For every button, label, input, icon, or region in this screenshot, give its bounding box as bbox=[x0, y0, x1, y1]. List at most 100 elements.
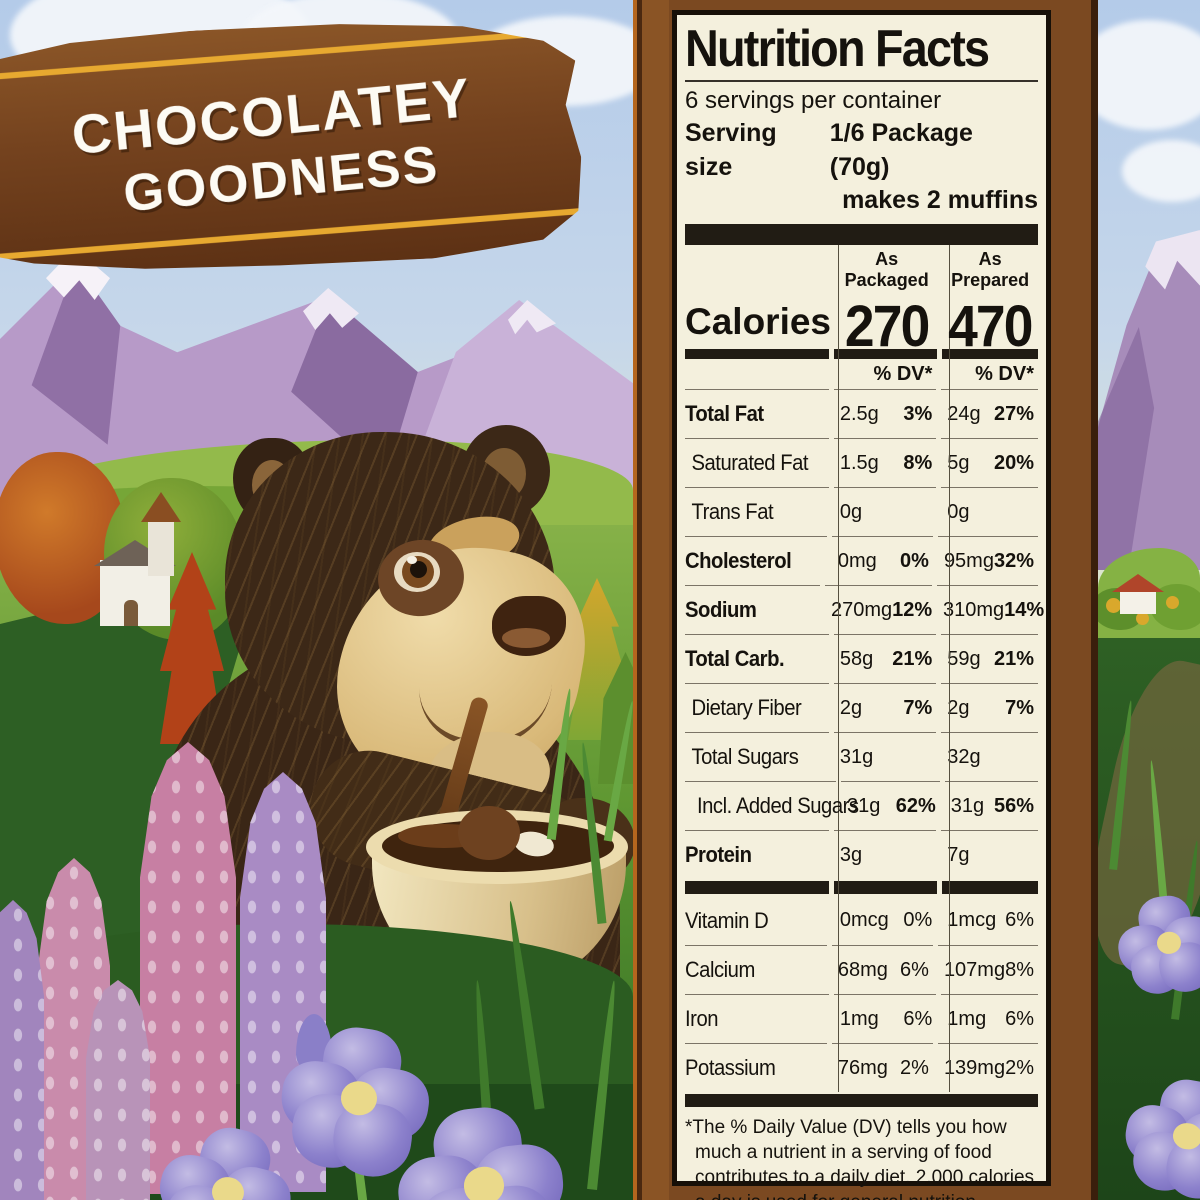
packaged-amount: 270mg bbox=[831, 598, 893, 621]
violet-flower bbox=[1112, 889, 1200, 997]
calories-prepared-cell: As Prepared 470 bbox=[942, 245, 1038, 359]
dv-header-packaged: % DV* bbox=[873, 363, 933, 386]
packaged-dv: 7% bbox=[903, 696, 933, 719]
nutrient-name: Total Carb. bbox=[685, 646, 785, 672]
nutrient-row: Protein 3g 7g bbox=[685, 830, 1038, 879]
nutrient-name: Total Fat bbox=[685, 401, 764, 427]
packaged-amount: 0mcg bbox=[839, 909, 889, 932]
prepared-amount: 2g bbox=[947, 696, 970, 719]
nutrient-name: Dietary Fiber bbox=[691, 695, 802, 721]
bear-eye-pupil bbox=[410, 561, 427, 578]
nutrient-name: Protein bbox=[685, 842, 752, 868]
prepared-amount: 24g bbox=[947, 402, 981, 425]
lupine-flower bbox=[86, 980, 150, 1200]
serving-size-row: Serving size 1/6 Package (70g) bbox=[685, 116, 1038, 184]
prepared-dv: 2% bbox=[1005, 1056, 1034, 1079]
illustration-left: CHOCOLATEY GOODNESS bbox=[0, 0, 633, 1200]
wooden-spoon-head bbox=[458, 806, 520, 860]
packaged-dv: 6% bbox=[900, 958, 929, 981]
packaged-amount: 76mg bbox=[837, 1056, 888, 1079]
servings-per-container: 6 servings per container bbox=[685, 87, 942, 115]
packaged-amount: 2g bbox=[839, 696, 863, 719]
bear-nose-shine bbox=[502, 628, 550, 648]
nutrient-row: Total Carb. 58g 21% 59g 21% bbox=[685, 634, 1038, 683]
daily-value-footnote: *The % Daily Value (DV) tells you how mu… bbox=[685, 1117, 1035, 1200]
vitamin-row: Vitamin D 0mcg 0% 1mcg 6% bbox=[685, 896, 1038, 945]
packaged-amount: 0mg bbox=[837, 549, 877, 572]
vitamin-row: Potassium 76mg 2% 139mg 2% bbox=[685, 1043, 1038, 1092]
packaged-dv: 21% bbox=[892, 647, 933, 670]
packaged-amount: 0g bbox=[839, 500, 863, 523]
prepared-amount: 59g bbox=[947, 647, 981, 670]
cloud bbox=[1098, 20, 1200, 130]
serving-size-label: Serving size bbox=[685, 119, 777, 182]
prepared-amount: 95mg bbox=[943, 549, 994, 572]
black-bar bbox=[941, 881, 1038, 895]
nutrient-name: Potassium bbox=[685, 1055, 776, 1081]
packaged-dv: 0% bbox=[903, 909, 933, 932]
daily-value-header-row: % DV* % DV* bbox=[685, 359, 1038, 389]
nutrient-name: Incl. Added Sugars bbox=[696, 793, 859, 819]
as-prepared-header: As Prepared bbox=[951, 249, 1030, 291]
calories-row: Calories As Packaged 270 As Prepared 470 bbox=[685, 245, 1038, 359]
nutrient-name: Vitamin D bbox=[685, 907, 769, 933]
packaged-dv: 62% bbox=[895, 794, 936, 817]
nutrient-name: Saturated Fat bbox=[691, 450, 809, 476]
vitamin-row: Calcium 68mg 6% 107mg 8% bbox=[685, 945, 1038, 994]
prepared-amount: 310mg bbox=[943, 598, 1005, 621]
violet-flower bbox=[390, 1100, 573, 1200]
house-body bbox=[1120, 588, 1156, 614]
prepared-amount: 5g bbox=[947, 451, 970, 474]
lupine-flower bbox=[140, 742, 236, 1194]
prepared-amount: 7g bbox=[947, 843, 970, 866]
calories-packaged-cell: As Packaged 270 bbox=[836, 245, 937, 359]
nutrition-facts-panel: Nutrition Facts 6 servings per container… bbox=[672, 10, 1051, 1200]
packaged-amount: 31g bbox=[839, 745, 874, 768]
packaged-dv: 2% bbox=[900, 1056, 929, 1079]
nutrient-name: Sodium bbox=[685, 597, 757, 623]
prepared-dv: 56% bbox=[993, 794, 1034, 817]
packaged-dv: 3% bbox=[903, 402, 933, 425]
serving-size-value: 1/6 Package (70g) bbox=[829, 119, 973, 182]
nutrition-table: Calories As Packaged 270 As Prepared 470… bbox=[685, 245, 1044, 1093]
packaged-dv: 12% bbox=[892, 598, 933, 621]
illustration-right bbox=[1098, 0, 1200, 1200]
prepared-amount: 0g bbox=[947, 500, 970, 523]
as-packaged-header: As Packaged bbox=[844, 249, 929, 291]
lupine-flower bbox=[0, 900, 44, 1200]
column-divider bbox=[838, 245, 839, 1093]
bush-berry bbox=[1106, 598, 1121, 613]
calories-label: Calories bbox=[685, 301, 832, 343]
nutrient-row: Incl. Added Sugars 31g 62% 31g 56% bbox=[685, 781, 1038, 830]
nutrient-row: Dietary Fiber 2g 7% 2g 7% bbox=[685, 683, 1038, 732]
vitamin-row: Iron 1mg 6% 1mg 6% bbox=[685, 994, 1038, 1043]
nutrient-name: Calcium bbox=[685, 957, 755, 983]
calories-packaged-value: 270 bbox=[844, 294, 930, 360]
nutrient-row: Total Sugars 31g 32g bbox=[685, 732, 1038, 781]
nutrient-name: Iron bbox=[685, 1006, 719, 1032]
nutrient-name: Total Sugars bbox=[691, 744, 799, 770]
packaged-amount: 68mg bbox=[837, 958, 888, 981]
prepared-dv: 6% bbox=[1005, 909, 1034, 932]
spacer bbox=[685, 359, 829, 389]
prepared-amount: 32g bbox=[947, 745, 981, 768]
serving-size-note: makes 2 muffins bbox=[842, 186, 1038, 215]
nutrient-name: Cholesterol bbox=[685, 548, 792, 574]
black-bar bbox=[834, 349, 937, 360]
prepared-dv: 21% bbox=[993, 647, 1034, 670]
packaged-dv: 6% bbox=[903, 1007, 933, 1030]
lupine-flower bbox=[38, 858, 110, 1200]
bear-eye-glint bbox=[407, 556, 417, 564]
cloud bbox=[1122, 140, 1200, 202]
divider bbox=[685, 80, 1038, 83]
prepared-dv: 7% bbox=[1005, 696, 1034, 719]
banner-ribbon: CHOCOLATEY GOODNESS bbox=[0, 7, 587, 286]
black-bar bbox=[685, 349, 830, 360]
banner-text: CHOCOLATEY GOODNESS bbox=[0, 7, 587, 286]
prepared-dv: 6% bbox=[1005, 1007, 1034, 1030]
prepared-amount: 1mg bbox=[947, 1007, 987, 1030]
prepared-amount: 139mg bbox=[943, 1056, 1006, 1079]
packaged-dv: 8% bbox=[903, 451, 933, 474]
prepared-dv: 14% bbox=[1004, 598, 1045, 621]
